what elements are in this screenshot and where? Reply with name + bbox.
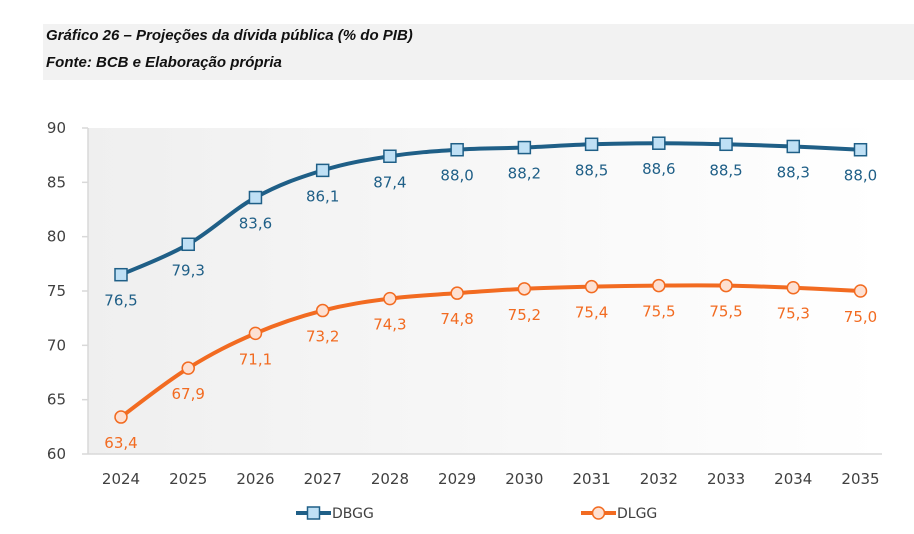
data-label-dlgg: 75,4 — [575, 304, 608, 322]
y-tick-label: 85 — [47, 173, 66, 191]
data-label-dlgg: 75,3 — [777, 305, 810, 323]
data-point-dbgg — [181, 237, 195, 252]
data-label-dbgg: 88,2 — [508, 165, 541, 183]
chart-title: Gráfico 26 – Projeções da dívida pública… — [46, 27, 413, 44]
data-point-dbgg — [248, 190, 263, 205]
data-point-dbgg — [786, 139, 801, 154]
data-point-dbgg — [114, 267, 128, 282]
y-tick-label: 90 — [47, 119, 66, 137]
header-band — [43, 24, 914, 80]
data-label-dlgg: 74,3 — [373, 316, 406, 334]
data-point-dlgg — [114, 410, 128, 424]
data-label-dbgg: 88,6 — [642, 160, 675, 178]
data-point-dbgg — [853, 142, 868, 157]
data-point-dlgg — [181, 361, 195, 375]
data-label-dbgg: 88,0 — [440, 167, 473, 185]
x-tick-label: 2028 — [371, 470, 409, 488]
data-point-dlgg — [853, 284, 868, 298]
x-tick-label: 2027 — [304, 470, 342, 488]
data-label-dlgg: 75,5 — [642, 303, 675, 321]
legend-item-dlgg[interactable]: DLGG — [581, 506, 657, 522]
square-marker-icon — [306, 506, 321, 520]
data-point-dlgg — [719, 278, 733, 293]
data-point-dbgg — [517, 140, 532, 155]
x-tick-label: 2029 — [438, 470, 476, 488]
x-tick-label: 2025 — [169, 470, 207, 488]
x-tick-label: 2033 — [707, 470, 745, 488]
data-label-dbgg: 79,3 — [172, 261, 205, 279]
data-point-dlgg — [383, 291, 397, 306]
data-point-dlgg — [315, 303, 330, 318]
x-tick-label: 2031 — [572, 470, 610, 488]
x-tick-label: 2032 — [640, 470, 678, 488]
x-tick-label: 2026 — [236, 470, 274, 488]
data-point-dbgg — [652, 136, 666, 150]
y-tick-label: 75 — [47, 282, 66, 300]
data-label-dbgg: 87,4 — [373, 173, 406, 191]
data-point-dbgg — [383, 149, 397, 164]
circle-marker-icon — [591, 506, 606, 520]
data-point-dbgg — [719, 137, 733, 152]
data-label-dlgg: 73,2 — [306, 328, 339, 346]
chart-source: Fonte: BCB e Elaboração própria — [46, 54, 282, 71]
legend-item-dbgg[interactable]: DBGG — [296, 506, 374, 522]
data-label-dlgg: 71,1 — [239, 350, 272, 368]
x-tick-label: 2030 — [505, 470, 543, 488]
data-label-dbgg: 88,5 — [709, 161, 742, 179]
data-label-dlgg: 74,8 — [440, 310, 473, 328]
data-label-dbgg: 88,0 — [844, 167, 877, 185]
data-label-dbgg: 88,5 — [575, 161, 608, 179]
y-tick-label: 65 — [47, 391, 66, 409]
data-point-dlgg — [652, 278, 666, 293]
data-label-dlgg: 75,2 — [508, 306, 541, 324]
data-label-dbgg: 83,6 — [239, 215, 272, 233]
data-label-dbgg: 76,5 — [104, 292, 137, 310]
x-tick-label: 2024 — [102, 470, 140, 488]
data-point-dbgg — [315, 163, 330, 178]
data-label-dlgg: 75,5 — [709, 303, 742, 321]
y-tick-label: 60 — [47, 445, 66, 463]
data-point-dlgg — [584, 279, 599, 294]
data-point-dbgg — [450, 142, 464, 157]
data-label-dlgg: 75,0 — [844, 308, 877, 326]
data-point-dlgg — [450, 286, 464, 300]
data-point-dlgg — [517, 282, 532, 296]
legend-label-dbgg: DBGG — [332, 506, 374, 522]
data-point-dlgg — [786, 280, 801, 295]
y-tick-label: 80 — [47, 228, 66, 246]
data-label-dbgg: 88,3 — [777, 163, 810, 181]
data-label-dlgg: 67,9 — [172, 385, 205, 403]
x-tick-label: 2035 — [841, 470, 879, 488]
data-label-dbgg: 86,1 — [306, 187, 339, 205]
y-tick-label: 70 — [47, 336, 66, 354]
data-point-dlgg — [248, 326, 263, 341]
data-point-dbgg — [584, 137, 599, 152]
data-label-dlgg: 63,4 — [104, 434, 137, 452]
legend-label-dlgg: DLGG — [617, 506, 657, 522]
x-tick-label: 2034 — [774, 470, 812, 488]
